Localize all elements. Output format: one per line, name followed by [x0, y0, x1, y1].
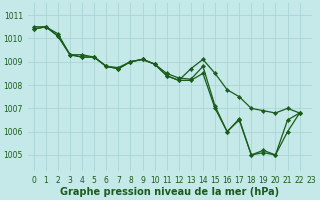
X-axis label: Graphe pression niveau de la mer (hPa): Graphe pression niveau de la mer (hPa) — [60, 187, 279, 197]
